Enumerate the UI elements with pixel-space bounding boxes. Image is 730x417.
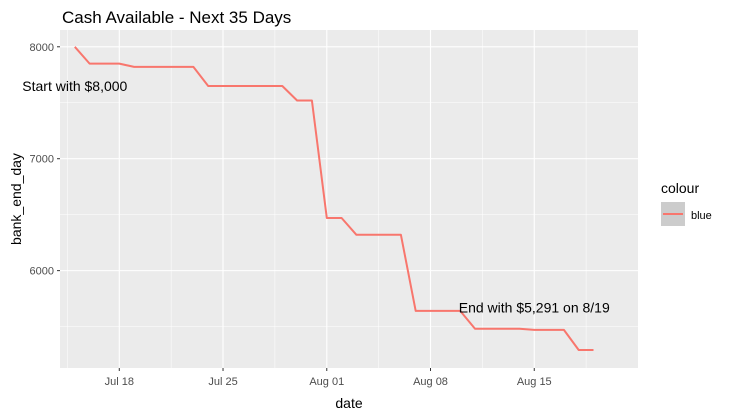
series-layer [74, 46, 594, 351]
legend-title: colour [661, 180, 699, 196]
x-tick-label: Aug 01 [309, 376, 344, 388]
y-tick-label: 8000 [30, 42, 54, 54]
x-tick-label: Jul 25 [208, 376, 237, 388]
chart-title: Cash Available - Next 35 Days [62, 8, 291, 27]
x-tick-label: Jul 18 [105, 376, 134, 388]
annotation-label: End with $5,291 on 8/19 [459, 300, 610, 316]
x-axis: Jul 18 Jul 25 Aug 01 Aug 08 Aug 15 [105, 368, 552, 388]
x-tick-label: Aug 08 [413, 376, 448, 388]
series-line-blue [74, 46, 594, 351]
x-tick-label: Aug 15 [517, 376, 552, 388]
y-tick-label: 6000 [30, 266, 54, 278]
x-axis-label: date [335, 395, 362, 411]
legend: colour blue [661, 180, 712, 226]
plot-panel [60, 30, 638, 368]
annotation-layer: Start with $8,000 End with $5,291 on 8/19 [22, 78, 610, 316]
y-tick-label: 7000 [30, 154, 54, 166]
annotation-label: Start with $8,000 [22, 78, 127, 94]
y-axis: 6000 7000 8000 [30, 42, 60, 278]
y-axis-label: bank_end_day [8, 153, 24, 245]
legend-entry-label: blue [691, 210, 712, 222]
